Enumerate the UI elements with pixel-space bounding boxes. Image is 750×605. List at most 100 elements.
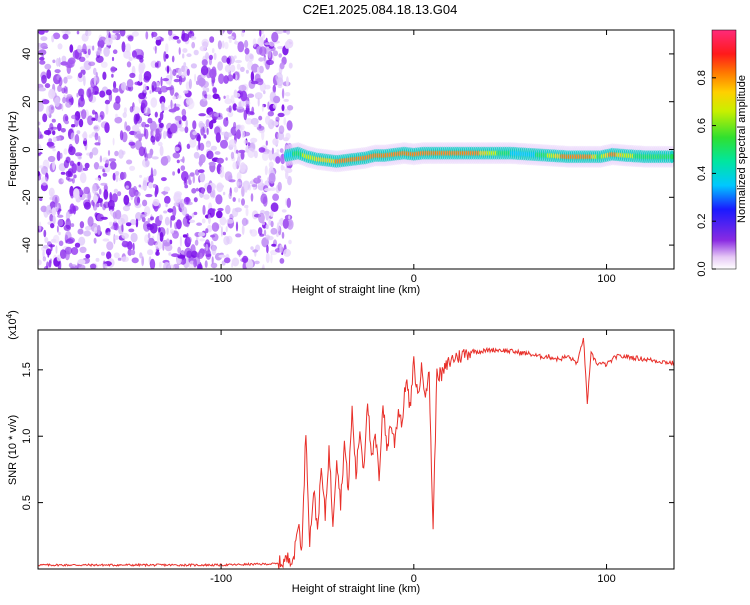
noise-speckle [174, 191, 183, 197]
x-tick-label: 100 [597, 573, 615, 585]
noise-speckle [227, 74, 234, 82]
noise-speckle [235, 74, 238, 81]
noise-speckle [57, 214, 64, 218]
noise-speckle [218, 73, 225, 85]
noise-speckle [250, 117, 259, 126]
noise-speckle [282, 137, 290, 142]
colorbar-tick-label: 0.8 [696, 70, 708, 85]
noise-speckle [244, 183, 248, 193]
noise-speckle [170, 99, 173, 109]
noise-speckle [285, 76, 289, 87]
noise-speckle [258, 212, 265, 224]
noise-speckle [115, 113, 118, 118]
noise-speckle [169, 218, 172, 229]
noise-speckle [227, 111, 234, 118]
noise-speckle [141, 256, 145, 267]
spectrogram-y-axis-label: Frequency (Hz) [7, 111, 19, 187]
noise-speckle [126, 61, 132, 68]
noise-speckle [83, 230, 91, 237]
noise-speckle [159, 95, 166, 105]
x-tick-label: -100 [210, 273, 232, 285]
noise-speckle [238, 149, 246, 154]
noise-speckle [135, 133, 144, 139]
noise-speckle [107, 231, 111, 236]
noise-speckle [245, 103, 250, 109]
noise-speckle [265, 140, 268, 146]
noise-speckle [276, 77, 284, 87]
noise-speckle [77, 102, 81, 108]
noise-speckle [177, 168, 181, 174]
noise-speckle [43, 229, 47, 238]
noise-speckle [258, 124, 262, 129]
noise-speckle [109, 161, 117, 170]
noise-speckle [52, 59, 56, 64]
noise-speckle [102, 172, 108, 177]
noise-speckle [50, 223, 55, 229]
noise-speckle [112, 49, 118, 54]
noise-speckle [227, 30, 233, 35]
noise-speckle [233, 55, 237, 59]
noise-speckle [192, 120, 197, 130]
noise-speckle [51, 35, 55, 43]
noise-speckle [38, 121, 41, 126]
noise-speckle [236, 156, 241, 166]
noise-speckle [206, 150, 214, 160]
noise-speckle [63, 148, 68, 155]
noise-speckle [250, 71, 255, 82]
noise-speckle [119, 130, 124, 141]
noise-speckle [51, 118, 56, 123]
noise-speckle [42, 256, 47, 262]
noise-speckle [48, 259, 52, 268]
noise-speckle [286, 30, 291, 35]
noise-speckle [275, 156, 281, 164]
noise-speckle [262, 264, 265, 269]
noise-speckle [131, 50, 137, 58]
noise-speckle [199, 172, 206, 183]
noise-speckle [240, 124, 245, 131]
noise-speckle [134, 191, 141, 197]
noise-speckle [264, 84, 271, 90]
noise-speckle [279, 62, 285, 70]
snr-frame [37, 329, 675, 570]
noise-speckle [112, 211, 117, 219]
noise-speckle [38, 170, 41, 177]
noise-speckle [179, 126, 185, 132]
noise-speckle [273, 95, 281, 104]
noise-speckle [99, 155, 103, 163]
noise-speckle [40, 36, 48, 41]
noise-speckle [275, 116, 280, 122]
noise-speckle [201, 187, 205, 194]
noise-speckle [250, 141, 256, 153]
noise-speckle [138, 184, 142, 188]
noise-speckle [272, 104, 277, 109]
noise-speckle [182, 53, 185, 59]
noise-speckle [211, 222, 220, 232]
noise-speckle [261, 129, 265, 141]
noise-speckle [103, 189, 109, 200]
noise-speckle [141, 99, 148, 108]
noise-speckle [40, 42, 48, 50]
noise-speckle [247, 93, 255, 98]
noise-speckle [128, 141, 136, 146]
noise-speckle [232, 73, 236, 80]
noise-speckle [223, 257, 231, 264]
noise-speckle [225, 157, 228, 161]
noise-speckle [159, 145, 164, 156]
noise-speckle [185, 119, 188, 128]
noise-speckle [270, 220, 274, 228]
noise-speckle [122, 112, 127, 118]
noise-speckle [114, 116, 123, 124]
noise-speckle [288, 239, 292, 245]
noise-speckle [70, 223, 75, 228]
noise-speckle [122, 240, 127, 245]
x-tick-label: 0 [411, 273, 417, 285]
noise-speckle [142, 83, 147, 94]
noise-speckle [259, 30, 262, 37]
noise-speckle [48, 138, 53, 143]
noise-speckle [236, 63, 241, 70]
noise-speckle [71, 163, 77, 174]
noise-speckle [272, 193, 279, 201]
noise-speckle [140, 185, 148, 190]
noise-speckle [126, 79, 134, 88]
noise-speckle [251, 184, 257, 188]
